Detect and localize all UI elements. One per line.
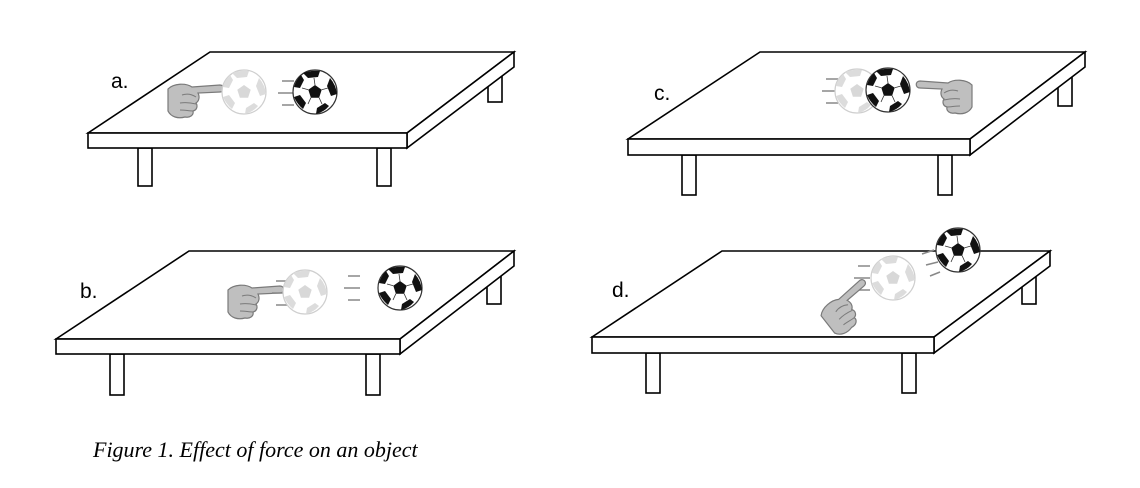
panel-label-d: d. xyxy=(612,279,630,302)
ghost-soccer-ball-icon xyxy=(282,269,328,315)
panel-label-c: c. xyxy=(654,82,671,105)
table-a xyxy=(85,50,517,187)
panel-b xyxy=(53,249,517,396)
panel-c xyxy=(625,50,1088,196)
soccer-ball-icon xyxy=(865,67,911,113)
panel-label-a: a. xyxy=(111,70,129,93)
panel-d xyxy=(589,227,1053,394)
figure-caption: Figure 1. Effect of force on an object xyxy=(93,437,418,462)
table-d xyxy=(589,249,1053,394)
ghost-soccer-ball-icon xyxy=(221,69,267,115)
soccer-ball-icon xyxy=(935,227,981,273)
soccer-ball-icon xyxy=(377,265,423,311)
motion-lines xyxy=(921,249,941,277)
ghost-soccer-ball-icon xyxy=(870,255,916,301)
soccer-ball-icon xyxy=(292,69,338,115)
panel-a xyxy=(85,50,517,187)
table-b xyxy=(53,249,517,396)
panel-label-b: b. xyxy=(80,280,98,303)
